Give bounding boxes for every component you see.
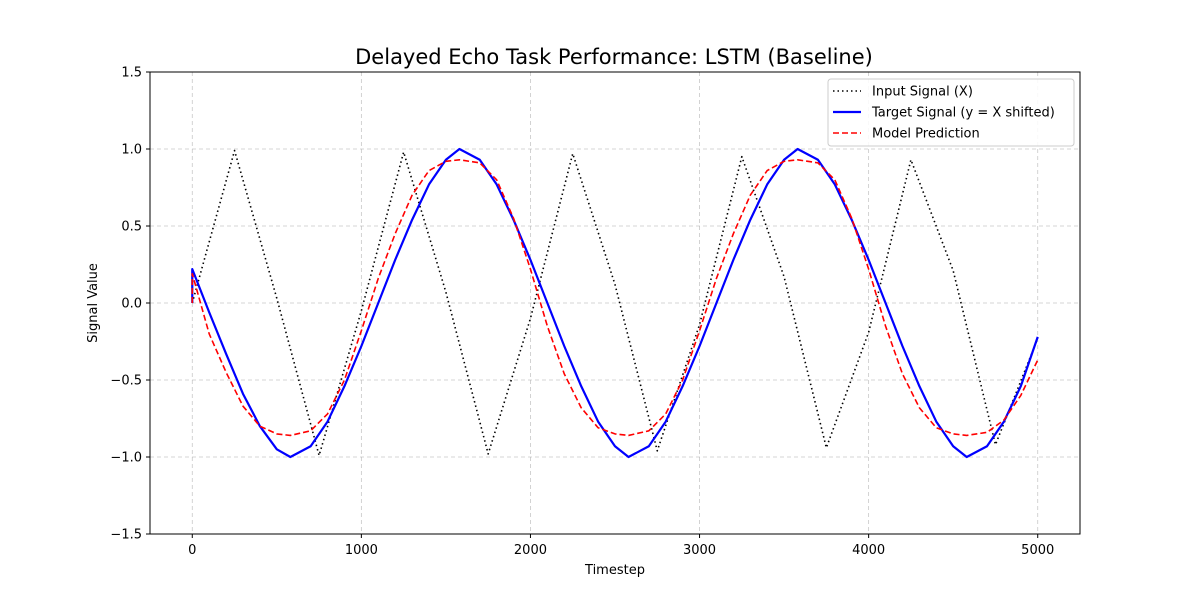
chart-title: Delayed Echo Task Performance: LSTM (Bas… [355, 45, 873, 69]
y-tick-label: 0.5 [121, 220, 142, 235]
x-axis-ticks: 0 1000 2000 3000 4000 5000 [188, 534, 1054, 558]
y-tick-label: 1.5 [121, 66, 142, 81]
x-tick-label: 3000 [683, 543, 716, 558]
y-tick-label: 0.0 [121, 297, 142, 312]
y-tick-label: −0.5 [110, 374, 142, 389]
series-line-2 [191, 158, 1039, 437]
series-lines [191, 147, 1039, 459]
series-line-1 [191, 147, 1039, 459]
legend-box [827, 78, 1075, 147]
x-tick-label: 5000 [1021, 543, 1054, 558]
y-tick-label: 1.0 [121, 143, 142, 158]
x-tick-label: 4000 [852, 543, 885, 558]
legend-label: Model Prediction [872, 127, 980, 142]
x-tick-label: 1000 [345, 543, 378, 558]
y-tick-label: −1.0 [110, 451, 142, 466]
y-axis-ticks: −1.5 −1.0 −0.5 0.0 0.5 1.0 1.5 [110, 66, 150, 543]
legend: Input Signal (X) Target Signal (y = X shi… [827, 78, 1075, 147]
legend-label: Input Signal (X) [872, 85, 973, 100]
series-line-0 [191, 149, 1039, 457]
y-axis-label: Signal Value [86, 263, 101, 343]
x-axis-label: Timestep [584, 563, 645, 578]
legend-label: Target Signal (y = X shifted) [871, 106, 1055, 121]
x-tick-label: 2000 [514, 543, 547, 558]
y-tick-label: −1.5 [110, 528, 142, 543]
x-tick-label: 0 [188, 543, 196, 558]
